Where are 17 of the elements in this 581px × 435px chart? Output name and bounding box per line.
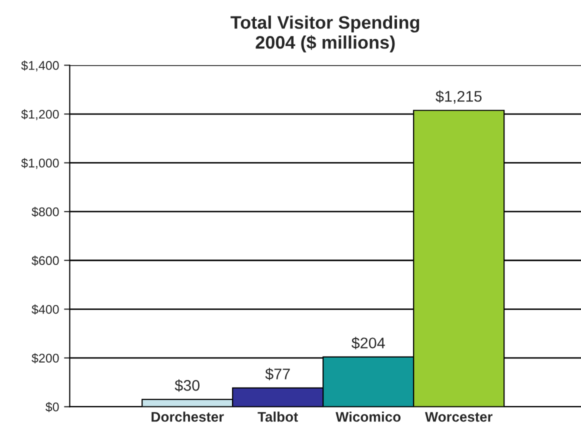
y-tick-label: $1,000 [21,158,59,169]
y-tick-label: $1,400 [21,60,59,72]
y-tick-label: $400 [32,304,59,315]
data-label: $30 [174,379,200,392]
data-label: $204 [352,336,385,350]
x-tick-label: Dorchester [152,412,224,422]
y-tick-label: $200 [32,353,59,364]
y-tick-label: $600 [32,256,59,266]
y-tick-label: $0 [46,402,59,412]
x-tick-label: Talbot [258,412,298,422]
data-label: $1,215 [436,90,482,104]
y-tick-label: $1,200 [21,109,59,120]
x-tick-label: Wicomico [336,412,401,422]
x-tick-label: Worcester [425,412,492,422]
chart-title: Total Visitor Spending 2004 ($ millions) [230,16,420,52]
data-label: $77 [265,368,290,380]
y-tick-label: $800 [32,206,59,217]
